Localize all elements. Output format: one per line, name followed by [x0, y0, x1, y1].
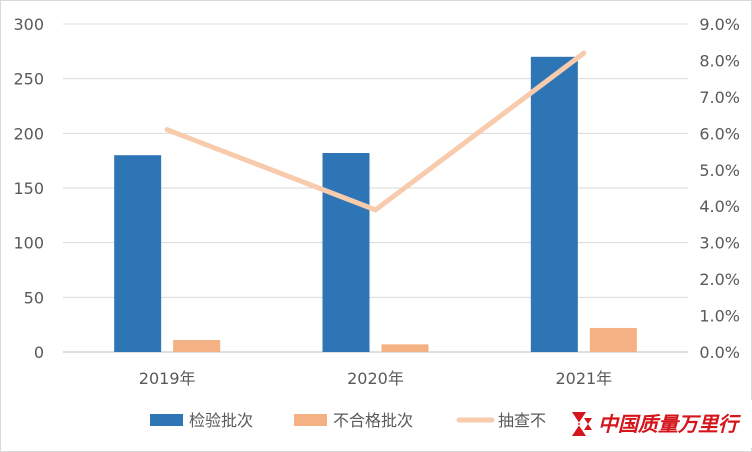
legend-label: 不合格批次 [333, 411, 413, 430]
watermark-text: 中国质量万里行 [598, 412, 741, 436]
bars [114, 56, 637, 353]
legend-label: 检验批次 [189, 411, 253, 430]
right-tick-label: 9.0% [699, 15, 740, 34]
legend-label: 抽查不 [498, 411, 546, 430]
right-tick-label: 5.0% [699, 161, 740, 180]
line-point [373, 207, 378, 213]
bar-0 [530, 56, 578, 353]
bar-1 [381, 344, 429, 352]
bar-1 [589, 327, 637, 352]
right-tick-label: 1.0% [699, 307, 740, 326]
series-line [164, 50, 587, 213]
legend-swatch [150, 414, 183, 426]
right-tick-label: 2.0% [699, 270, 740, 289]
left-tick-label: 150 [13, 179, 44, 198]
right-tick-label: 6.0% [699, 124, 740, 143]
left-tick-label: 250 [13, 70, 44, 89]
right-tick-label: 3.0% [699, 234, 740, 253]
right-tick-label: 8.0% [699, 51, 740, 70]
category-label: 2021年 [555, 369, 612, 388]
line-point [164, 127, 170, 133]
watermark-logo: 中国质量万里行 [565, 400, 752, 448]
right-tick-label: 7.0% [699, 88, 740, 107]
bar-0 [322, 153, 370, 352]
right-axis-ticks: 0.0% 1.0% 2.0% 3.0% 4.0% 5.0% 6.0% 7.0% 8.0% 9.0% [699, 15, 740, 362]
category-label: 2020年 [347, 369, 404, 388]
left-axis-ticks: 0 50 100 150 200 250 300 [13, 15, 44, 362]
category-labels: 2019年 2020年 2021年 [139, 369, 612, 388]
rate-line [164, 50, 587, 213]
right-tick-label: 4.0% [699, 197, 740, 216]
bar-0 [114, 155, 162, 352]
left-tick-label: 200 [13, 124, 44, 143]
legend-swatch [294, 414, 327, 426]
left-tick-label: 0 [34, 343, 44, 362]
legend: 检验批次 不合格批次 抽查不 [150, 411, 546, 430]
left-tick-label: 50 [24, 288, 44, 307]
line-point [581, 50, 587, 56]
category-label: 2019年 [139, 369, 196, 388]
watermark-mark-icon [572, 412, 592, 436]
bar-1 [173, 339, 221, 352]
gridlines [63, 23, 688, 353]
right-tick-label: 0.0% [699, 343, 740, 362]
left-tick-label: 300 [13, 15, 44, 34]
left-tick-label: 100 [13, 234, 44, 253]
